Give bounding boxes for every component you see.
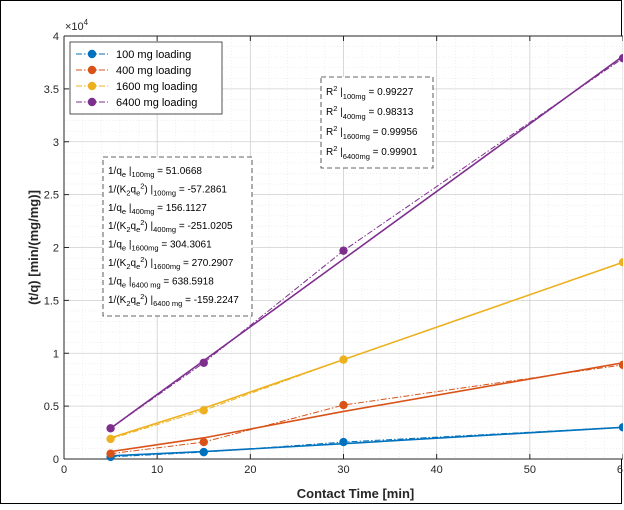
x-tick-label: 10 [151, 464, 163, 476]
series-3 [106, 258, 624, 444]
fit-line [110, 55, 624, 429]
data-point [339, 437, 348, 447]
data-point [339, 400, 348, 410]
param-value: 1/qe |1600mg = 304.3061 [108, 240, 212, 253]
param-value: 1/(K2qe2) |400mg = -251.0205 [108, 218, 233, 234]
legend-label: 6400 mg loading [116, 97, 197, 109]
y-axis-label: (t/q) [min/(mg/mg)] [26, 190, 41, 305]
data-point [199, 406, 208, 415]
series-2 [106, 360, 624, 458]
fit-line [110, 426, 624, 457]
y-exponent-label: ×104 [65, 18, 89, 33]
data-line [110, 364, 624, 455]
param-value: 1/qe |100mg = 51.0668 [108, 166, 202, 179]
data-point [199, 447, 208, 457]
legend: 100 mg loading 400 mg loading 1600 mg load… [69, 41, 223, 115]
data-point [199, 437, 208, 447]
r2-value: R2 |6400mg = 0.99901 [326, 144, 418, 161]
legend-marker [87, 49, 97, 59]
data-point [339, 246, 348, 255]
data-line [110, 426, 624, 458]
y-tick-label: 2 [53, 243, 59, 255]
param-value: 1/qe |400mg = 156.1127 [108, 203, 207, 216]
param-value: 1/(K2qe2) |100mg = -57.2861 [108, 181, 227, 197]
param-value: 1/qe |6400 mg = 638.5918 [108, 276, 214, 289]
y-tick-label: 4 [53, 31, 59, 43]
param-value: 1/(K2qe2) |1600mg = 270.2907 [108, 255, 234, 271]
x-tick-label: 30 [337, 464, 349, 476]
data-point [106, 434, 115, 444]
y-tick-label: 1 [53, 348, 59, 360]
legend-label: 100 mg loading [116, 49, 191, 61]
legend-label: 1600 mg loading [116, 81, 197, 93]
x-tick-label: 40 [431, 464, 443, 476]
y-tick-label: 0.5 [44, 401, 59, 413]
data-point [106, 449, 115, 458]
data-line [110, 57, 624, 429]
data-point [618, 360, 624, 370]
data-point [199, 358, 208, 367]
legend-marker [87, 97, 97, 107]
x-tick-label: 60 [617, 464, 623, 476]
data-line [110, 261, 624, 440]
data-point [618, 54, 624, 63]
legend-marker [87, 81, 97, 91]
y-tick-label: 3 [53, 137, 59, 149]
params-box [102, 156, 253, 317]
r2-box [320, 76, 434, 169]
legend-marker [87, 65, 97, 75]
r2-annotation: R2 |100mg = 0.99227 R2 |400mg = 0.98313 R2… [320, 76, 434, 169]
legend-label: 400 mg loading [116, 65, 191, 77]
x-axis-label: Contact Time [min] [297, 486, 415, 501]
y-tick-label: 1.5 [44, 295, 59, 307]
y-tick-label: 3.5 [44, 84, 59, 96]
r2-value: R2 |100mg = 0.99227 [326, 84, 414, 101]
r2-value: R2 |400mg = 0.98313 [326, 104, 414, 121]
y-tick-label: 0 [53, 454, 59, 466]
x-tick-label: 50 [524, 464, 536, 476]
params-annotation: 1/qe |100mg = 51.0668 1/(K2qe2) |100mg = … [102, 156, 253, 317]
r2-value: R2 |1600mg = 0.99956 [326, 124, 418, 141]
data-point [106, 424, 115, 433]
data-point [339, 355, 348, 364]
param-value: 1/(K2qe2) |6400 mg = -159.2247 [108, 292, 239, 308]
y-tick-label: 2.5 [44, 190, 59, 202]
x-tick-label: 20 [244, 464, 256, 476]
series-4 [106, 54, 624, 433]
data-point [618, 423, 624, 432]
x-tick-label: 0 [61, 464, 67, 476]
data-point [618, 258, 624, 267]
fit-line [110, 361, 624, 453]
